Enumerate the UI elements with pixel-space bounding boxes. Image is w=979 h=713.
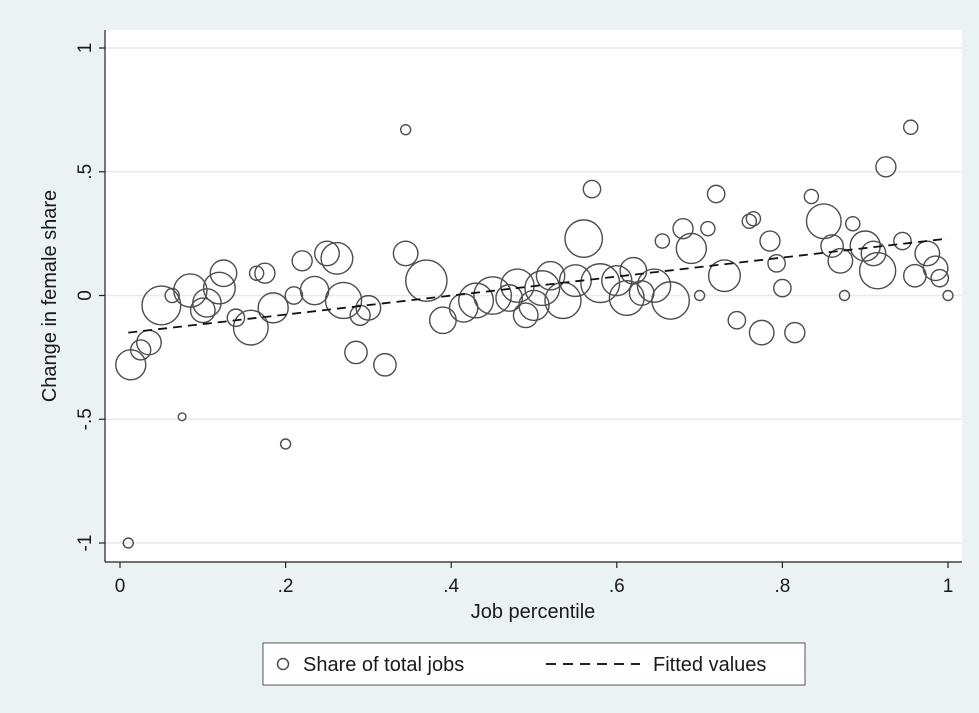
scatter-point-16 <box>257 292 289 324</box>
scatter-point-17 <box>279 438 292 450</box>
scatter-point-75 <box>858 252 897 290</box>
scatter-point-61 <box>745 211 762 227</box>
scatter-point-33 <box>458 282 495 319</box>
scatter-point-40 <box>535 260 566 291</box>
legend-label-series-1: Share of total jobs <box>303 654 464 676</box>
axes: -1 -.5 0 .5 1 0 .2 .4 .6 .8 1 <box>75 30 962 597</box>
scatter-point-58 <box>707 259 741 293</box>
legend-marker-circle <box>276 657 290 671</box>
scatter-point-13 <box>232 309 269 346</box>
scatter-point-65 <box>773 278 792 298</box>
x-tick-label-1: .2 <box>278 576 294 597</box>
scatter-point-42 <box>558 264 592 298</box>
scatter-point-56 <box>700 220 716 237</box>
scatter-point-51 <box>654 233 671 249</box>
scatter-point-52 <box>651 281 691 320</box>
scatter-point-82 <box>930 268 950 288</box>
scatter-point-57 <box>706 184 726 204</box>
scatter-point-12 <box>226 308 246 328</box>
scatter-point-30 <box>405 259 448 302</box>
scatter-point-19 <box>291 250 313 272</box>
scatter-point-71 <box>838 289 851 302</box>
scatter-point-34 <box>473 276 513 315</box>
scatter-point-46 <box>601 264 633 297</box>
scatter-point-66 <box>784 321 806 344</box>
x-tick-label-2: .4 <box>443 576 459 597</box>
scatter-point-11 <box>209 259 238 288</box>
scatter-point-44 <box>582 179 602 199</box>
scatter-point-76 <box>875 156 897 178</box>
fitted-line <box>128 237 949 334</box>
scatter-point-14 <box>248 265 265 281</box>
scatter-point-29 <box>392 240 419 267</box>
scatter-point-63 <box>759 230 781 252</box>
scatter-point-64 <box>767 253 786 273</box>
scatter-point-5 <box>164 287 180 304</box>
scatter-point-67 <box>803 188 820 205</box>
x-tick-label-0: 0 <box>115 576 126 597</box>
y-tick-label-4: 1 <box>75 43 96 54</box>
scatter-point-8 <box>189 297 216 324</box>
x-tick-label-5: 1 <box>943 576 954 597</box>
scatter-point-10 <box>202 271 236 305</box>
scatter-point-81 <box>922 255 949 282</box>
scatter-point-21 <box>314 240 340 267</box>
legend: Share of total jobs Fitted values <box>262 642 806 686</box>
scatter-point-35 <box>495 284 524 312</box>
scatter-point-24 <box>344 340 368 365</box>
fitted-line-group <box>128 237 949 334</box>
scatter-point-2 <box>129 339 152 361</box>
scatter-point-39 <box>524 270 561 307</box>
scatter-point-78 <box>902 119 919 135</box>
scatter-point-59 <box>727 310 747 330</box>
legend-label-series-2: Fitted values <box>653 654 766 676</box>
scatter-point-43 <box>564 219 604 258</box>
scatter-point-53 <box>672 217 694 240</box>
scatter-point-50 <box>636 268 672 303</box>
scatter-point-28 <box>399 123 412 136</box>
scatter-point-60 <box>741 213 758 230</box>
scatter-point-72 <box>845 215 861 232</box>
scatter-point-69 <box>820 234 844 258</box>
scatter-point-23 <box>324 281 363 320</box>
x-axis-label: Job percentile <box>471 601 596 623</box>
scatter-point-15 <box>254 262 276 284</box>
scatter-point-18 <box>284 286 304 305</box>
scatter-point-80 <box>914 240 941 267</box>
scatter-point-26 <box>355 294 382 321</box>
x-tick-label-4: .8 <box>774 576 790 597</box>
scatter-point-62 <box>748 319 775 346</box>
scatter-point-45 <box>580 263 621 304</box>
y-tick-label-1: -.5 <box>75 408 96 430</box>
scatter-point-70 <box>827 247 854 274</box>
scatter-point-0 <box>122 537 134 549</box>
x-tick-label-3: .6 <box>609 576 625 597</box>
y-tick-label-0: -1 <box>75 535 96 552</box>
scatter-point-4 <box>141 285 182 326</box>
y-axis-label: Change in female share <box>39 190 61 402</box>
gridlines <box>105 47 962 544</box>
scatter-point-37 <box>512 302 539 329</box>
scatter-points <box>115 119 954 549</box>
scatter-point-27 <box>373 352 397 377</box>
scatter-point-22 <box>320 241 354 275</box>
scatter-point-9 <box>192 288 222 318</box>
scatter-point-38 <box>518 289 550 322</box>
y-tick-label-3: .5 <box>75 164 96 180</box>
scatter-point-54 <box>675 232 708 265</box>
scatter-point-6 <box>177 412 187 422</box>
legend-box <box>262 642 806 686</box>
scatter-point-74 <box>860 240 887 267</box>
scatter-point-55 <box>693 289 706 302</box>
scatter-point-77 <box>893 231 912 251</box>
y-tick-label-2: 0 <box>75 290 96 301</box>
scatter-point-83 <box>942 289 954 302</box>
